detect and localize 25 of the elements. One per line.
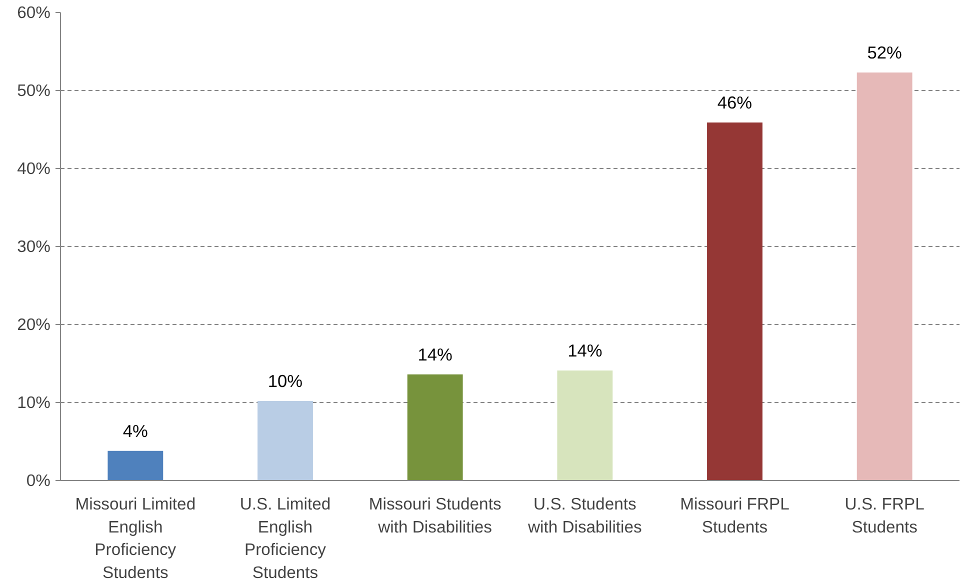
data-label: 10% bbox=[268, 370, 303, 391]
y-tick-label: 40% bbox=[17, 159, 51, 178]
y-tick-label: 60% bbox=[17, 3, 51, 22]
y-tick-label: 30% bbox=[17, 237, 51, 256]
y-tick-label: 0% bbox=[26, 471, 51, 490]
x-tick-label: U.S. Students with Disabilities bbox=[526, 494, 642, 536]
bar bbox=[856, 72, 912, 480]
y-tick-label: 10% bbox=[17, 393, 51, 412]
x-tick-label: U.S. FRPL Students bbox=[844, 494, 924, 536]
x-tick-label: Missouri FRPL Students bbox=[680, 494, 790, 536]
data-label: 4% bbox=[122, 420, 148, 441]
bar bbox=[557, 370, 613, 480]
bar bbox=[108, 450, 164, 480]
data-label: 14% bbox=[568, 340, 602, 361]
y-tick-label: 50% bbox=[17, 81, 51, 100]
data-label: 52% bbox=[867, 42, 902, 63]
data-label: 46% bbox=[717, 92, 752, 112]
data-label: 14% bbox=[418, 344, 452, 364]
x-tick-label: U.S. Limited English Proficiency Students bbox=[240, 494, 331, 582]
bar bbox=[407, 374, 463, 480]
x-tick-label: Missouri Limited English Proficiency Students bbox=[75, 494, 196, 582]
y-tick-label: 20% bbox=[17, 315, 51, 334]
bar bbox=[707, 122, 762, 480]
bar bbox=[258, 400, 313, 480]
x-tick-label: Missouri Students with Disabilities bbox=[368, 494, 502, 536]
